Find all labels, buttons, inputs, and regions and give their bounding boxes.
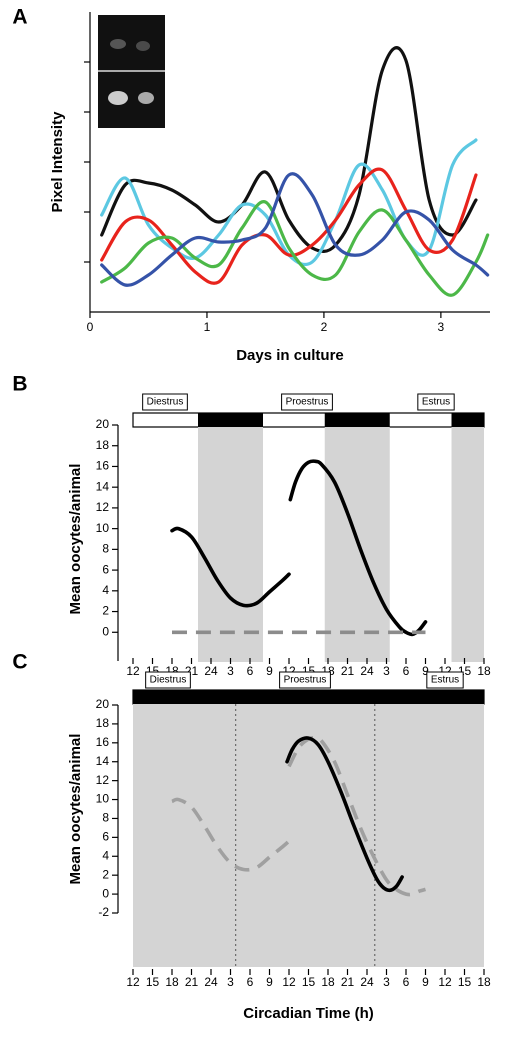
x-tick-label: 3 bbox=[383, 975, 390, 989]
y-tick-label: 14 bbox=[96, 754, 110, 768]
x-tick-label: 12 bbox=[282, 975, 296, 989]
x-tick-label: 9 bbox=[266, 664, 273, 678]
series-line bbox=[100, 46, 478, 253]
stage-box bbox=[279, 671, 331, 689]
panel-0: A 0 1 2 3 Pixel Intensity Days in culture bbox=[12, 6, 490, 364]
x-tick-label: 18 bbox=[477, 664, 491, 678]
cell-bright bbox=[108, 91, 128, 105]
panel-label: A bbox=[12, 6, 27, 29]
stage-label: Diestrus bbox=[147, 397, 184, 408]
dark-bar bbox=[451, 413, 484, 427]
y-tick-label: 16 bbox=[96, 735, 110, 749]
x-tick-label: 21 bbox=[341, 975, 355, 989]
y-tick-label: 12 bbox=[96, 500, 110, 514]
y-tick-label: 12 bbox=[96, 773, 110, 787]
stage-box bbox=[417, 393, 455, 411]
x-tick-label: 6 bbox=[403, 664, 410, 678]
y-tick-label: 10 bbox=[96, 521, 110, 535]
x-tick-label: 9 bbox=[422, 975, 429, 989]
y-tick-label: 0 bbox=[102, 886, 109, 900]
stage-label: Estrus bbox=[431, 675, 459, 686]
x-tick-label: 24 bbox=[204, 664, 218, 678]
x-tick-label: 6 bbox=[403, 975, 410, 989]
series-line bbox=[100, 172, 490, 287]
stage-box bbox=[281, 393, 333, 411]
x-tick-label: 24 bbox=[204, 975, 218, 989]
stage-label: Proestrus bbox=[286, 397, 329, 408]
series-line bbox=[285, 736, 404, 893]
dark-shading bbox=[451, 427, 484, 662]
x-axis-title: Days in culture bbox=[236, 347, 344, 364]
x-tick-label: 24 bbox=[360, 664, 374, 678]
panel-label: C bbox=[12, 651, 27, 674]
x-tick-label: 18 bbox=[321, 975, 335, 989]
dark-bar bbox=[198, 413, 263, 427]
cell-bright bbox=[138, 92, 154, 104]
y-tick-label: 14 bbox=[96, 479, 110, 493]
y-tick-label: 18 bbox=[96, 438, 110, 452]
y-tick-label: 8 bbox=[102, 811, 109, 825]
y-tick-label: 6 bbox=[102, 830, 109, 844]
dark-bar bbox=[133, 690, 484, 704]
y-tick-label: 20 bbox=[96, 697, 110, 711]
x-tick-label: 21 bbox=[341, 664, 355, 678]
x-tick-label: 15 bbox=[146, 975, 160, 989]
x-tick-label: 21 bbox=[185, 975, 199, 989]
y-tick-label: 16 bbox=[96, 459, 110, 473]
y-tick-label: 2 bbox=[102, 867, 109, 881]
x-tick-label: 6 bbox=[247, 975, 254, 989]
y-tick-label: 18 bbox=[96, 716, 110, 730]
y-tick-label: 2 bbox=[102, 604, 109, 618]
x-tick-label: 9 bbox=[422, 664, 429, 678]
dark-shading bbox=[133, 704, 484, 967]
x-tick-label: 9 bbox=[266, 975, 273, 989]
y-tick-label: 8 bbox=[102, 542, 109, 556]
x-tick-label: 12 bbox=[126, 975, 140, 989]
y-tick-label: 4 bbox=[102, 583, 109, 597]
x-tick-label: 18 bbox=[477, 975, 491, 989]
x-tick-label: 3 bbox=[227, 975, 234, 989]
x-tick-label: 15 bbox=[458, 975, 472, 989]
cell-dim bbox=[136, 41, 150, 51]
x-tick-label: 3 bbox=[438, 320, 445, 334]
x-tick-label: 3 bbox=[383, 664, 390, 678]
y-tick-label: 4 bbox=[102, 848, 109, 862]
stage-label: Diestrus bbox=[150, 675, 187, 686]
x-tick-label: 24 bbox=[360, 975, 374, 989]
stage-box bbox=[145, 671, 191, 689]
x-tick-label: 6 bbox=[247, 664, 254, 678]
panel-label: B bbox=[12, 373, 27, 396]
x-tick-label: 3 bbox=[227, 664, 234, 678]
x-tick-label: 1 bbox=[204, 320, 211, 334]
stage-label: Estrus bbox=[422, 397, 450, 408]
stage-box bbox=[142, 393, 188, 411]
x-tick-label: 18 bbox=[165, 975, 179, 989]
series-line bbox=[100, 200, 490, 297]
y-tick-label: 20 bbox=[96, 417, 110, 431]
cell-dim bbox=[110, 39, 126, 49]
y-tick-label: -2 bbox=[98, 905, 109, 919]
series-line bbox=[170, 459, 428, 637]
y-tick-label: 0 bbox=[102, 624, 109, 638]
x-tick-label: 12 bbox=[438, 975, 452, 989]
x-axis-title: Circadian Time (h) bbox=[243, 1005, 374, 1022]
y-axis-title: Mean oocytes/animal bbox=[67, 464, 84, 615]
x-tick-label: 15 bbox=[302, 975, 316, 989]
dark-shading bbox=[198, 427, 263, 662]
x-tick-label: 0 bbox=[87, 320, 94, 334]
x-tick-label: 2 bbox=[321, 320, 328, 334]
dark-bar bbox=[324, 413, 390, 427]
stage-box bbox=[426, 671, 464, 689]
y-tick-label: 10 bbox=[96, 792, 110, 806]
y-axis-title: Mean oocytes/animal bbox=[67, 734, 84, 885]
y-tick-label: 6 bbox=[102, 562, 109, 576]
y-axis-title: Pixel Intensity bbox=[49, 111, 66, 213]
stage-label: Proestrus bbox=[284, 675, 327, 686]
light-bar bbox=[132, 412, 485, 428]
x-tick-label: 12 bbox=[126, 664, 140, 678]
